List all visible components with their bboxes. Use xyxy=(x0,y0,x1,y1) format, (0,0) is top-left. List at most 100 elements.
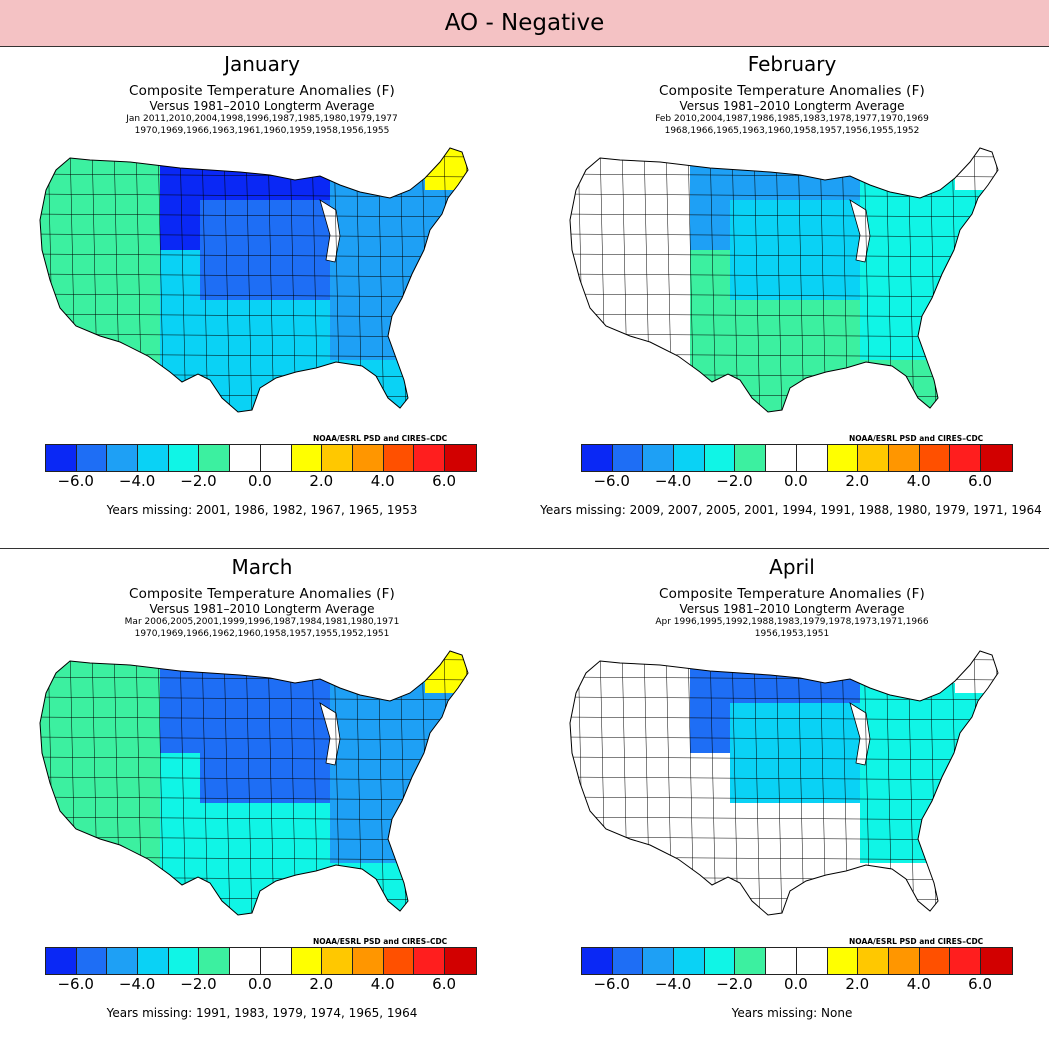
colorbar-swatch xyxy=(858,445,889,471)
colorbar-swatch xyxy=(352,948,384,974)
colorbar-tick-label: −4.0 xyxy=(654,975,692,993)
map-title-line2: Versus 1981–2010 Longterm Average xyxy=(149,99,375,113)
years-missing: Years missing: 2001, 1986, 1982, 1967, 1… xyxy=(106,503,418,517)
colorbar-swatch xyxy=(168,948,200,974)
colorbar-swatch xyxy=(950,445,981,471)
colorbar-swatch xyxy=(643,445,675,471)
colorbar-swatch xyxy=(138,948,169,974)
great-lakes xyxy=(849,199,871,263)
years-line2: 1968,1966,1965,1963,1960,1958,1957,1956,… xyxy=(664,126,920,136)
colorbar-swatch xyxy=(46,445,77,471)
colorbar-swatch xyxy=(414,948,445,974)
colorbar-swatch xyxy=(199,445,231,471)
panel-february: February Composite Temperature Anomalies… xyxy=(530,48,1049,548)
colorbar-tick-label: 0.0 xyxy=(783,472,808,490)
colorbar-tick-label: 0.0 xyxy=(247,472,272,490)
credit-label: NOAA/ESRL PSD and CIRES–CDC xyxy=(313,434,448,443)
colorbar-tick-label: 6.0 xyxy=(968,975,993,993)
colorbar-swatch xyxy=(168,445,200,471)
month-title: February xyxy=(747,52,837,76)
map-title-line1: Composite Temperature Anomalies (F) xyxy=(128,83,396,99)
colorbar-swatch xyxy=(107,948,139,974)
years-missing: Years missing: 2009, 2007, 2005, 2001, 1… xyxy=(540,503,1042,517)
colorbar-swatch xyxy=(138,445,169,471)
region-central xyxy=(200,200,340,300)
colorbar-swatch xyxy=(322,948,353,974)
colorbar-tick-label: −6.0 xyxy=(57,472,94,490)
colorbar-tick-label: 4.0 xyxy=(370,472,395,490)
years-line2: 1970,1969,1966,1962,1960,1958,1957,1955,… xyxy=(134,629,390,639)
colorbar-tick-label: −6.0 xyxy=(593,472,630,490)
colorbar-swatch xyxy=(735,948,767,974)
colorbar-swatch xyxy=(888,445,920,471)
map-title-line2: Versus 1981–2010 Longterm Average xyxy=(679,99,905,113)
colorbar-swatch xyxy=(444,445,476,471)
colorbar-swatch xyxy=(383,948,415,974)
colorbar-swatch xyxy=(107,445,139,471)
colorbar-swatch xyxy=(919,445,951,471)
great-lakes xyxy=(849,702,871,766)
colorbar-swatch xyxy=(888,948,920,974)
colorbar-swatch xyxy=(612,948,644,974)
colorbar-swatch xyxy=(260,445,292,471)
header-title: AO - Negative xyxy=(444,10,605,36)
month-title: March xyxy=(231,555,293,579)
colorbar-tick-label: 0.0 xyxy=(247,975,272,993)
panel-january: January Composite Temperature Anomalies … xyxy=(0,48,524,548)
colorbar-swatch xyxy=(796,445,828,471)
colorbar-swatch xyxy=(980,445,1012,471)
map-title-line1: Composite Temperature Anomalies (F) xyxy=(658,586,926,602)
colorbar-swatch xyxy=(858,948,889,974)
great-lakes xyxy=(319,199,341,263)
colorbar-swatch xyxy=(352,445,384,471)
colorbar-swatch xyxy=(414,445,445,471)
colorbar-swatch xyxy=(582,445,613,471)
colorbar xyxy=(45,444,477,472)
region-east xyxy=(330,683,460,863)
colorbar-swatch xyxy=(704,948,736,974)
years-line1: Apr 1996,1995,1992,1988,1983,1979,1978,1… xyxy=(655,617,929,627)
colorbar-tick-label: 2.0 xyxy=(845,472,870,490)
region-east xyxy=(860,180,990,360)
colorbar-tick-label: −4.0 xyxy=(118,472,156,490)
credit-label: NOAA/ESRL PSD and CIRES–CDC xyxy=(849,434,984,443)
colorbar-tick-label: 2.0 xyxy=(309,472,334,490)
great-lakes xyxy=(319,702,341,766)
credit-label: NOAA/ESRL PSD and CIRES–CDC xyxy=(849,937,984,946)
panel-march: March Composite Temperature Anomalies (F… xyxy=(0,551,524,1051)
month-title: April xyxy=(769,555,815,579)
colorbar-swatch xyxy=(919,948,951,974)
colorbar xyxy=(581,947,1013,975)
colorbar-tick-label: −6.0 xyxy=(593,975,630,993)
us-anomaly-map xyxy=(39,147,469,413)
years-line2: 1956,1953,1951 xyxy=(754,629,830,639)
colorbar-swatch xyxy=(735,445,767,471)
colorbar-swatch xyxy=(76,948,108,974)
colorbar-swatch xyxy=(766,948,797,974)
colorbar-tick-label: −6.0 xyxy=(57,975,94,993)
colorbar-swatch xyxy=(230,445,261,471)
years-missing: Years missing: None xyxy=(731,1006,853,1020)
us-anomaly-map xyxy=(569,650,999,916)
colorbar-tick-label: 4.0 xyxy=(370,975,395,993)
colorbar-tick-label: 6.0 xyxy=(968,472,993,490)
colorbar-swatch xyxy=(827,948,859,974)
colorbar-tick-label: 4.0 xyxy=(906,472,931,490)
page-header: AO - Negative xyxy=(0,0,1049,47)
colorbar-swatch xyxy=(199,948,231,974)
colorbar-swatch xyxy=(766,445,797,471)
region-central xyxy=(200,703,340,803)
colorbar-swatch xyxy=(643,948,675,974)
years-line1: Feb 2010,2004,1987,1986,1985,1983,1978,1… xyxy=(655,114,929,124)
colorbar-tick-label: 2.0 xyxy=(309,975,334,993)
colorbar-tick-label: −2.0 xyxy=(180,975,217,993)
colorbar-swatch xyxy=(383,445,415,471)
colorbar-swatch xyxy=(980,948,1012,974)
region-central xyxy=(730,703,870,803)
years-line1: Mar 2006,2005,2001,1999,1996,1987,1984,1… xyxy=(124,617,400,627)
colorbar-swatch xyxy=(291,445,323,471)
colorbar-swatch xyxy=(582,948,613,974)
panel-april: April Composite Temperature Anomalies (F… xyxy=(530,551,1049,1051)
colorbar-swatch xyxy=(260,948,292,974)
map-title-line2: Versus 1981–2010 Longterm Average xyxy=(679,602,905,616)
